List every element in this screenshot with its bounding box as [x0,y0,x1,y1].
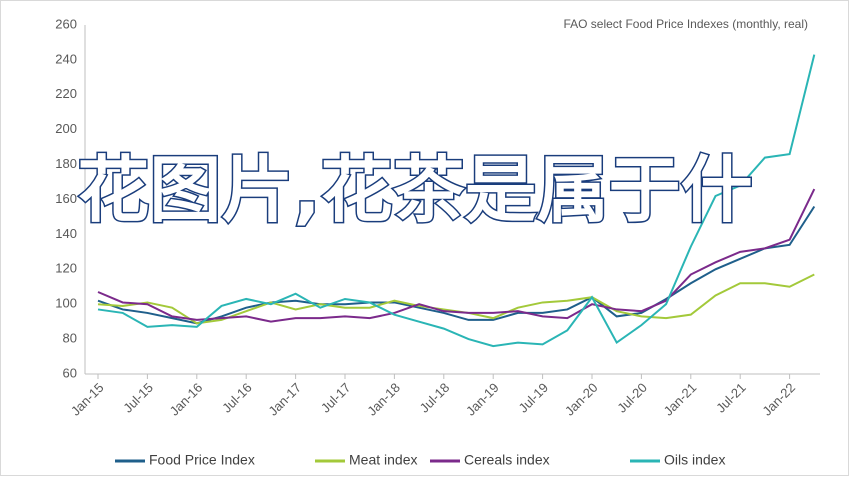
x-tick-label: Jul-16 [219,380,255,416]
x-tick-label: Jan-20 [562,380,601,419]
y-tick-label: 200 [55,121,77,136]
y-tick-label: 80 [63,331,77,346]
y-tick-label: 140 [55,226,77,241]
series-line [97,54,816,348]
x-tick-label: Jan-15 [68,380,107,419]
series-line [97,188,816,323]
x-tick-label: Jul-20 [614,380,650,416]
x-tick-label: Jan-17 [265,380,304,419]
x-tick-label: Jul-18 [417,380,453,416]
annotation: FAO select Food Price Indexes (monthly, … [563,17,808,31]
legend-label: Meat index [349,452,417,468]
y-tick-label: 100 [55,296,77,311]
y-tick-label: 60 [63,365,77,380]
x-tick-label: Jul-17 [318,380,354,416]
x-tick-label: Jan-22 [759,380,798,419]
x-tick-label: Jan-19 [463,380,502,419]
y-tick-label: 160 [55,191,77,206]
x-tick-label: Jan-16 [167,380,206,419]
x-tick-label: Jul-15 [120,380,156,416]
y-tick-label: 260 [55,16,77,31]
y-tick-label: 180 [55,156,77,171]
legend-label: Cereals index [464,452,550,468]
x-tick-label: Jul-19 [515,380,551,416]
x-tick-label: Jan-18 [364,380,403,419]
y-tick-label: 240 [55,51,77,66]
x-tick-label: Jul-21 [713,380,749,416]
y-tick-label: 220 [55,86,77,101]
y-tick-label: 120 [55,261,77,276]
x-tick-label: Jan-21 [661,380,700,419]
legend-label: Food Price Index [149,452,255,468]
overlay-text: 花图片,花茶是属于什 [76,147,754,234]
legend-label: Oils index [664,452,725,468]
